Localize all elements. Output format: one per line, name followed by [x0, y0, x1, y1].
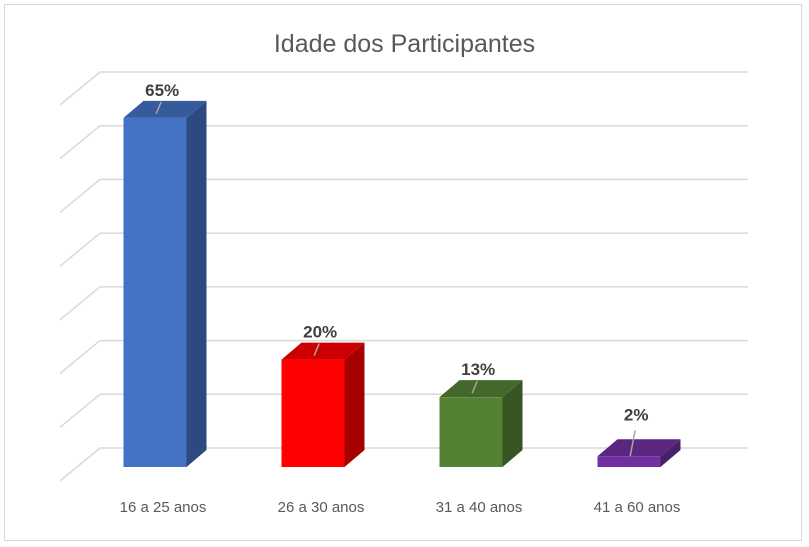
grid-line-side: [59, 393, 101, 428]
bar: [123, 117, 187, 467]
bar-top: [439, 380, 523, 398]
bar-side: [660, 439, 681, 467]
x-tick-label: 31 a 40 anos: [436, 499, 523, 516]
chart-title: Idade dos Participantes: [273, 30, 536, 58]
bar: [439, 397, 503, 467]
grid-line-side: [59, 447, 101, 482]
grid-lines: [59, 71, 748, 482]
bar-top: [123, 100, 207, 118]
data-labels: 65% 20% 13% 2%: [145, 81, 649, 457]
leader-line: [313, 343, 320, 356]
x-tick-label: 41 a 60 anos: [594, 499, 681, 516]
bar-series: [123, 100, 681, 467]
grid-line-side: [59, 71, 101, 106]
x-tick-label: 16 a 25 anos: [120, 499, 207, 516]
bar: [281, 359, 345, 467]
leader-line: [155, 101, 162, 115]
grid-line-side: [59, 232, 101, 267]
x-tick-label: 26 a 30 anos: [278, 499, 365, 516]
data-label: 2%: [624, 405, 649, 424]
grid-line-side: [59, 178, 101, 214]
data-label: 13%: [461, 360, 495, 379]
data-label: 20%: [303, 323, 337, 342]
bar-side: [344, 342, 365, 467]
grid-line-side: [59, 339, 101, 375]
bar-side: [186, 100, 207, 467]
data-label: 65%: [145, 81, 179, 100]
bar: [597, 456, 661, 467]
grid-line-side: [59, 125, 101, 160]
grid-line-side: [59, 286, 101, 321]
bar-top: [597, 439, 681, 457]
leader-line: [471, 380, 478, 394]
category-axis: 16 a 25 anos 26 a 30 anos 31 a 40 anos 41 a…: [120, 499, 681, 516]
bar-top: [281, 342, 365, 360]
bar-side: [502, 380, 523, 467]
leader-line: [629, 430, 636, 457]
